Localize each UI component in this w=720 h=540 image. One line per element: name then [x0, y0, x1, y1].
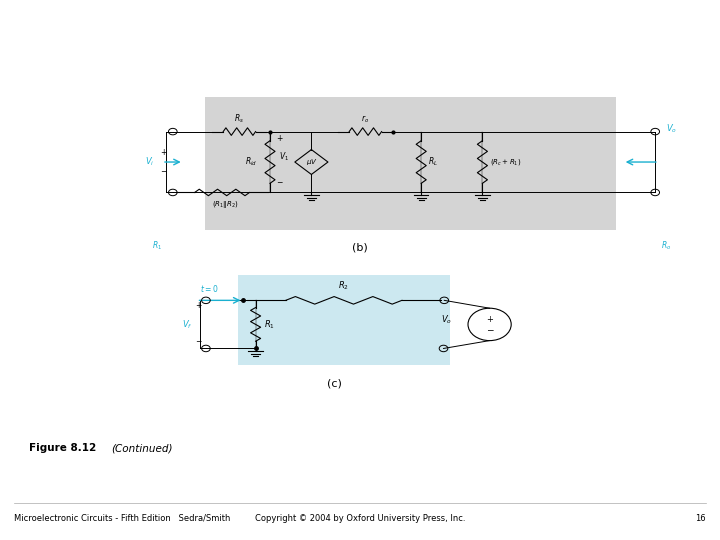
- Text: Microelectronic Circuits - Fifth Edition   Sedra/Smith: Microelectronic Circuits - Fifth Edition…: [14, 514, 231, 523]
- Text: $V_f$: $V_f$: [182, 318, 192, 330]
- Text: $r_o$: $r_o$: [361, 113, 369, 125]
- Text: Copyright © 2004 by Oxford University Press, Inc.: Copyright © 2004 by Oxford University Pr…: [255, 514, 465, 523]
- Text: $R_1$: $R_1$: [152, 239, 162, 252]
- Text: (c): (c): [328, 378, 342, 388]
- Text: (b): (b): [352, 243, 368, 253]
- Text: $R_{id}$: $R_{id}$: [245, 156, 257, 168]
- Text: Figure 8.12: Figure 8.12: [29, 443, 96, 453]
- Text: −: −: [196, 338, 202, 347]
- Text: $R_1$: $R_1$: [264, 318, 275, 330]
- Text: 16: 16: [695, 514, 706, 523]
- Bar: [238, 275, 450, 364]
- Text: −: −: [161, 167, 166, 176]
- Text: −: −: [276, 178, 282, 187]
- Text: +: +: [276, 133, 282, 143]
- Text: $(R_c + R_1)$: $(R_c + R_1)$: [490, 157, 521, 167]
- Text: $V_o$: $V_o$: [441, 314, 452, 326]
- Text: +: +: [161, 148, 166, 157]
- Text: (Continued): (Continued): [112, 443, 173, 453]
- Text: $R_s$: $R_s$: [235, 112, 244, 125]
- Text: $R_L$: $R_L$: [428, 156, 438, 168]
- Text: $\mu V$: $\mu V$: [305, 157, 318, 167]
- Text: −: −: [486, 325, 493, 334]
- Bar: [205, 97, 616, 230]
- Text: +: +: [486, 314, 493, 323]
- Text: +: +: [196, 301, 202, 310]
- Text: $V_o$: $V_o$: [666, 123, 677, 135]
- Text: $t = 0$: $t = 0$: [200, 283, 219, 294]
- Text: $V_i$: $V_i$: [145, 156, 154, 168]
- Text: $R_2$: $R_2$: [338, 280, 349, 292]
- Text: $(R_1 \| R_2)$: $(R_1 \| R_2)$: [212, 199, 238, 210]
- Text: $V_1$: $V_1$: [279, 150, 289, 163]
- Text: $R_o$: $R_o$: [661, 239, 671, 252]
